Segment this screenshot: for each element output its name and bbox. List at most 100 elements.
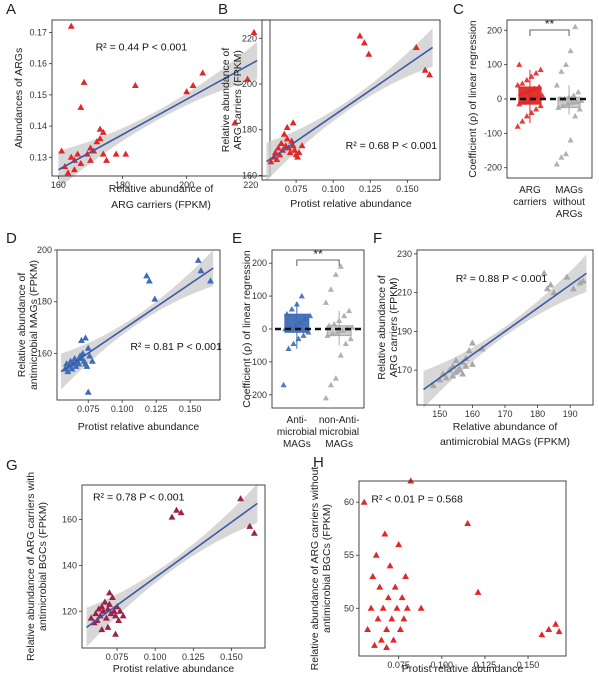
plot-frame bbox=[358, 480, 567, 657]
data-point bbox=[538, 631, 546, 638]
data-point bbox=[528, 73, 535, 79]
data-point bbox=[71, 166, 78, 173]
data-point bbox=[102, 614, 110, 621]
data-point bbox=[103, 156, 110, 163]
data-point bbox=[520, 99, 527, 105]
data-point bbox=[528, 109, 535, 115]
data-point bbox=[537, 102, 544, 109]
data-point bbox=[294, 153, 302, 160]
data-point bbox=[462, 362, 470, 369]
data-point bbox=[106, 600, 113, 607]
y-tick-label: 0.14 bbox=[29, 121, 47, 131]
y-tick-label: 50 bbox=[344, 603, 354, 613]
y-tick-label: 190 bbox=[397, 326, 412, 336]
data-point bbox=[383, 643, 391, 651]
data-point bbox=[576, 106, 583, 112]
data-point bbox=[67, 22, 75, 29]
data-point bbox=[87, 144, 94, 151]
y-tick-label: 200 bbox=[242, 79, 257, 89]
data-point bbox=[77, 159, 85, 167]
y-tick-label: 170 bbox=[397, 365, 412, 375]
data-point bbox=[207, 277, 214, 284]
data-point bbox=[194, 256, 202, 263]
data-point bbox=[576, 279, 584, 286]
data-point bbox=[436, 376, 444, 383]
data-point bbox=[107, 609, 115, 617]
data-point bbox=[564, 100, 571, 107]
data-point bbox=[442, 374, 450, 381]
x-tick-label: 0.150 bbox=[396, 184, 419, 194]
y-axis-label: antimicrobial BGCs (FPKM) bbox=[37, 502, 49, 631]
data-point bbox=[250, 28, 258, 35]
data-point bbox=[96, 125, 104, 132]
category-label-line: MAGs bbox=[283, 439, 311, 450]
y-tick-label: 60 bbox=[344, 497, 354, 507]
data-point bbox=[290, 340, 297, 347]
data-point bbox=[274, 144, 282, 151]
data-point bbox=[300, 332, 307, 338]
box-iqr bbox=[326, 325, 352, 337]
x-tick-label: 0.075 bbox=[106, 652, 129, 662]
data-point bbox=[547, 281, 555, 288]
y-tick-label: -100 bbox=[249, 357, 267, 367]
y-tick-label: 200 bbox=[252, 258, 267, 268]
data-point bbox=[523, 76, 530, 83]
data-point bbox=[98, 626, 106, 633]
x-axis-label: Protist relative abundance bbox=[402, 663, 524, 675]
y-tick-label: -200 bbox=[484, 163, 502, 173]
data-point bbox=[93, 138, 101, 145]
category-label: non-Anti-microbial MAGs bbox=[319, 415, 360, 450]
data-point bbox=[289, 142, 297, 149]
category-label-line: microbial bbox=[319, 427, 359, 438]
data-point bbox=[421, 66, 429, 73]
data-point bbox=[283, 123, 291, 130]
category-label-line: ARGs bbox=[556, 209, 583, 220]
x-axis-label: antimicrobial MAGs (FPKM) bbox=[440, 436, 570, 448]
y-axis-label: antimicrobial BGCs (FPKM) bbox=[321, 504, 333, 633]
y-axis-label: Coefficient (ρ) of linear regression bbox=[241, 250, 253, 408]
data-point bbox=[558, 68, 565, 74]
x-tick-label: 0.125 bbox=[145, 404, 168, 414]
category-label: MAGs without ARGs bbox=[552, 185, 585, 220]
panel-label: A bbox=[6, 1, 16, 18]
data-point bbox=[98, 603, 106, 610]
data-point bbox=[173, 506, 180, 513]
data-point bbox=[289, 119, 297, 126]
data-point bbox=[237, 495, 245, 502]
data-point bbox=[412, 43, 420, 50]
data-point bbox=[327, 286, 334, 292]
data-point bbox=[87, 614, 95, 621]
panel-label: H bbox=[313, 454, 324, 471]
data-point bbox=[462, 354, 470, 362]
data-point bbox=[246, 522, 254, 529]
y-tick-label: 120 bbox=[62, 606, 77, 616]
data-point bbox=[452, 368, 460, 375]
x-tick-label: 200 bbox=[179, 180, 194, 190]
data-point bbox=[78, 336, 85, 344]
data-point bbox=[75, 360, 83, 367]
category-label-line: MAGs bbox=[325, 439, 353, 450]
data-point bbox=[396, 625, 404, 633]
data-point bbox=[277, 139, 285, 146]
data-point bbox=[575, 88, 582, 95]
category-label-line: non-Anti- bbox=[319, 415, 360, 426]
data-point bbox=[545, 625, 553, 633]
data-point bbox=[295, 148, 303, 156]
data-point bbox=[567, 47, 574, 54]
data-point bbox=[533, 70, 540, 76]
y-axis-label: Abundances of ARGs bbox=[13, 48, 25, 148]
data-point bbox=[536, 83, 543, 90]
y-tick-label: 160 bbox=[242, 170, 257, 180]
data-point bbox=[376, 583, 384, 590]
regression-line bbox=[265, 46, 434, 163]
panel-label: F bbox=[373, 230, 382, 247]
y-tick-label: 0.15 bbox=[29, 90, 47, 100]
regression-line bbox=[423, 272, 587, 391]
data-point bbox=[346, 307, 353, 314]
data-point bbox=[371, 641, 378, 648]
y-tick-label: 210 bbox=[397, 288, 412, 298]
data-point bbox=[189, 81, 197, 89]
y-axis-label: Relative abundance of ARG carriers with bbox=[25, 472, 37, 661]
data-point bbox=[465, 347, 473, 354]
